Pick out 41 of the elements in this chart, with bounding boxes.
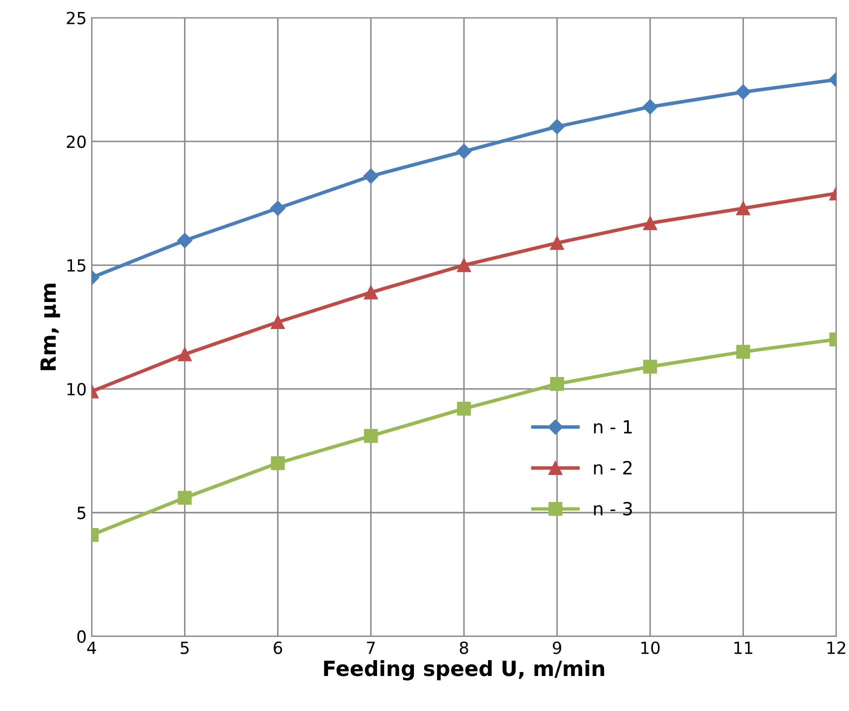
point [363, 168, 378, 184]
point [364, 285, 378, 300]
point [457, 258, 471, 272]
y-tick-label: 0 [77, 630, 86, 643]
x-tick-label: 7 [366, 642, 375, 654]
x-tick-label: 12 [827, 642, 846, 654]
point [456, 144, 472, 159]
y-tick-label: 10 [67, 382, 86, 396]
y-tick-label: 25 [66, 12, 86, 24]
x-tick-label: 5 [180, 642, 189, 654]
y-tick-label: 5 [78, 506, 86, 520]
point [736, 344, 750, 359]
y-tick-label: 20 [66, 135, 86, 148]
point [549, 119, 565, 134]
point [178, 347, 192, 362]
y-axis-title: Rm, µm [40, 284, 60, 370]
legend-label: n - 1 [594, 420, 632, 434]
point [736, 201, 750, 216]
y-tick-label: 15 [67, 259, 86, 272]
point [550, 377, 564, 391]
point [364, 428, 378, 443]
point [270, 200, 286, 216]
point [550, 236, 564, 250]
legend-label: n - 3 [594, 502, 632, 516]
point [178, 490, 192, 505]
point [643, 216, 658, 230]
legend-label: n - 2 [594, 460, 632, 474]
x-tick-label: 8 [460, 642, 468, 654]
x-tick-label: 10 [641, 642, 660, 654]
x-tick-label: 6 [274, 642, 282, 654]
point [736, 84, 751, 100]
x-tick-label: 11 [734, 642, 752, 654]
x-tick-label: 9 [552, 642, 562, 654]
x-tick-label: 4 [87, 642, 96, 654]
point [270, 315, 285, 330]
point [643, 360, 658, 374]
point [177, 232, 192, 248]
point [270, 456, 285, 470]
x-axis-title: Feeding speed U, m/min [324, 660, 604, 680]
point [457, 402, 471, 416]
point [642, 99, 658, 114]
